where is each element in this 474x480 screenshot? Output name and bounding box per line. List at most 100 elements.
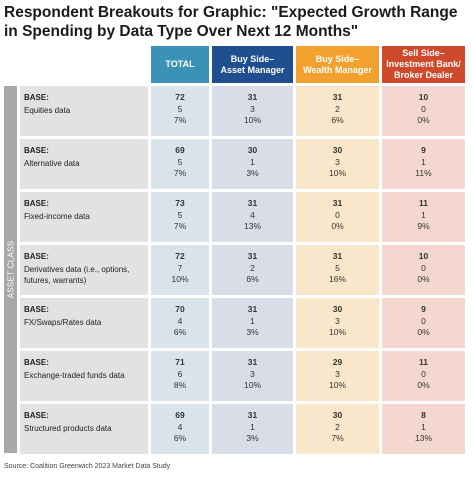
- cell-total: 69 4 6%: [151, 404, 209, 454]
- response-count: 0: [335, 209, 340, 220]
- base-count: 11: [419, 357, 428, 367]
- response-percent: 7%: [331, 433, 344, 443]
- response-percent: 0%: [417, 380, 430, 390]
- asset-class-label: ASSET CLASS: [4, 86, 17, 453]
- header-sell-side: Sell Side– Investment Bank/ Broker Deale…: [382, 46, 465, 83]
- response-percent: 9%: [417, 221, 430, 231]
- base-count: 69: [175, 145, 185, 155]
- response-percent: 6%: [173, 433, 187, 443]
- response-count: 1: [250, 156, 255, 167]
- response-percent: 6%: [173, 327, 187, 337]
- base-label: BASE:: [24, 411, 49, 420]
- row-label: BASE: Fixed-income data: [20, 192, 148, 242]
- base-label: BASE:: [24, 199, 49, 208]
- base-count: 10: [418, 251, 429, 261]
- cell-total: 70 4 6%: [151, 298, 209, 348]
- cell-sell: 11 1 9%: [382, 192, 465, 242]
- response-percent: 10%: [243, 115, 261, 125]
- header-sell-side-label: Sell Side– Investment Bank/ Broker Deale…: [386, 48, 461, 80]
- data-table: BASE: Equities data 72 5 7% 31 3 10% 31 2 6% 10 0 0% B…: [20, 86, 472, 454]
- base-label: BASE:: [24, 93, 49, 102]
- base-count: 30: [247, 145, 258, 155]
- cell-wealth: 29 3 10%: [296, 351, 379, 401]
- row-name: Alternative data: [24, 159, 80, 168]
- cell-asset: 31 3 10%: [212, 351, 293, 401]
- base-count: 31: [247, 198, 258, 208]
- response-percent: 0%: [417, 274, 430, 284]
- table-row: BASE: Equities data 72 5 7% 31 3 10% 31 2 6% 10 0 0%: [20, 86, 472, 136]
- base-count: 8: [421, 410, 426, 420]
- cell-asset: 30 1 3%: [212, 139, 293, 189]
- base-label: BASE:: [24, 252, 49, 261]
- row-label: BASE: Alternative data: [20, 139, 148, 189]
- response-percent: 7%: [173, 115, 187, 125]
- response-percent: 0%: [417, 327, 430, 337]
- row-label: BASE: Equities data: [20, 86, 148, 136]
- cell-wealth: 30 3 10%: [296, 139, 379, 189]
- base-label: BASE:: [24, 358, 49, 367]
- response-count: 0: [421, 368, 426, 379]
- header-asset-manager: Buy Side– Asset Manager: [212, 46, 293, 83]
- response-percent: 10%: [243, 380, 261, 390]
- base-count: 30: [332, 410, 343, 420]
- response-count: 4: [177, 421, 183, 432]
- cell-asset: 31 2 6%: [212, 245, 293, 295]
- response-count: 3: [250, 103, 255, 114]
- cell-sell: 11 0 0%: [382, 351, 465, 401]
- base-count: 72: [175, 92, 185, 102]
- cell-sell: 10 0 0%: [382, 245, 465, 295]
- row-name: Derivatives data (i.e., options, futures…: [24, 265, 130, 285]
- response-count: 3: [335, 368, 340, 379]
- base-count: 31: [247, 357, 258, 367]
- row-label: BASE: Derivatives data (i.e., options, fu…: [20, 245, 148, 295]
- row-name: FX/Swaps/Rates data: [24, 318, 102, 327]
- base-count: 29: [332, 357, 343, 367]
- response-percent: 10%: [328, 327, 346, 337]
- base-count: 31: [247, 251, 258, 261]
- cell-sell: 9 1 11%: [382, 139, 465, 189]
- response-percent: 16%: [328, 274, 346, 284]
- base-count: 30: [332, 145, 343, 155]
- response-count: 5: [177, 156, 183, 167]
- base-count: 70: [175, 304, 185, 314]
- base-count: 31: [332, 251, 343, 261]
- cell-wealth: 31 0 0%: [296, 192, 379, 242]
- response-percent: 7%: [173, 221, 187, 231]
- source-note: Source: Coalition Greenwich 2023 Market …: [4, 463, 171, 470]
- table-row: BASE: Alternative data 69 5 7% 30 1 3% 30 3 10% 9 1 1…: [20, 139, 472, 189]
- response-count: 5: [335, 262, 340, 273]
- response-count: 0: [421, 315, 426, 326]
- base-count: 31: [332, 198, 343, 208]
- base-count: 73: [175, 198, 185, 208]
- row-name: Exchange-traded funds data: [24, 371, 125, 380]
- cell-wealth: 30 2 7%: [296, 404, 379, 454]
- asset-class-band: [4, 86, 17, 453]
- header-total: TOTAL: [151, 46, 209, 83]
- cell-total: 72 7 10%: [151, 245, 209, 295]
- response-count: 5: [177, 209, 183, 220]
- cell-total: 69 5 7%: [151, 139, 209, 189]
- base-count: 69: [175, 410, 185, 420]
- cell-sell: 9 0 0%: [382, 298, 465, 348]
- response-percent: 3%: [246, 327, 259, 337]
- base-count: 9: [421, 145, 426, 155]
- cell-sell: 10 0 0%: [382, 86, 465, 136]
- asset-class-text: ASSET CLASS: [6, 240, 15, 299]
- cell-asset: 31 3 10%: [212, 86, 293, 136]
- response-count: 0: [421, 103, 426, 114]
- header-wealth-manager-label: Buy Side– Wealth Manager: [303, 53, 372, 75]
- response-count: 0: [421, 262, 426, 273]
- row-name: Fixed-income data: [24, 212, 90, 221]
- cell-wealth: 31 5 16%: [296, 245, 379, 295]
- response-percent: 3%: [246, 433, 259, 443]
- response-percent: 10%: [328, 380, 346, 390]
- row-name: Structured products data: [24, 424, 112, 433]
- cell-asset: 31 1 3%: [212, 298, 293, 348]
- response-count: 5: [177, 103, 183, 114]
- cell-total: 72 5 7%: [151, 86, 209, 136]
- base-label: BASE:: [24, 146, 49, 155]
- table-row: BASE: Fixed-income data 73 5 7% 31 4 13% 31 0 0% 11…: [20, 192, 472, 242]
- response-percent: 6%: [246, 274, 259, 284]
- response-percent: 3%: [246, 168, 259, 178]
- response-percent: 10%: [328, 168, 346, 178]
